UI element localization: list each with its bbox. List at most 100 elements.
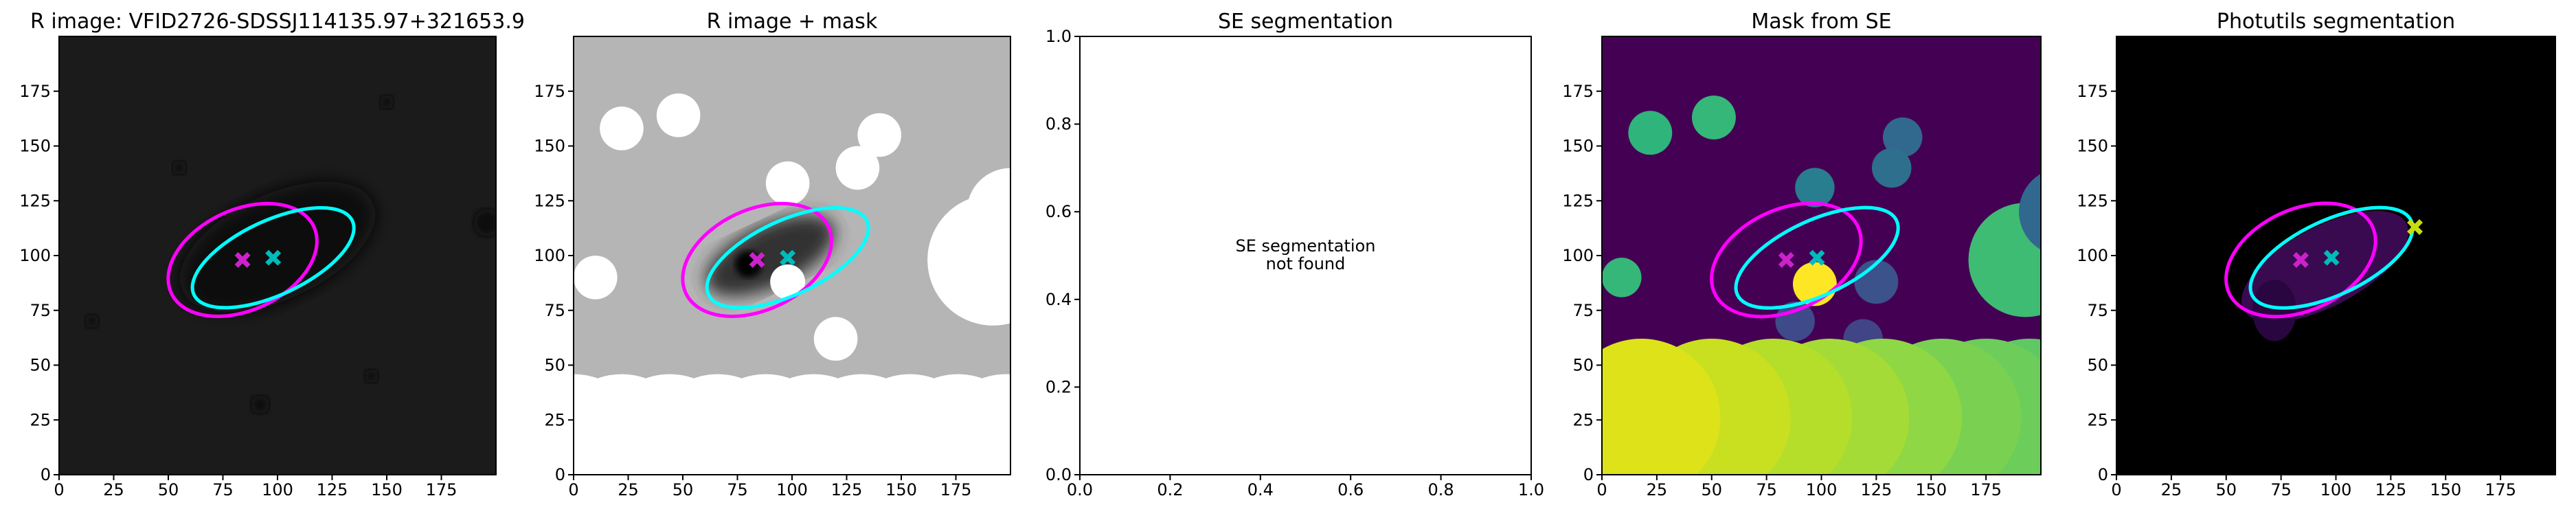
plot-area bbox=[59, 36, 496, 475]
annotation: not found bbox=[1266, 254, 1346, 273]
annotation: SE segmentation bbox=[1236, 236, 1376, 256]
ellipse bbox=[1734, 205, 1900, 310]
panel-title: Photutils segmentation bbox=[2217, 10, 2455, 34]
x-tick-label: 75 bbox=[727, 480, 748, 499]
marker bbox=[1809, 249, 1825, 266]
segment bbox=[1871, 148, 1912, 188]
mask-circle bbox=[765, 161, 810, 205]
segment bbox=[1602, 339, 1721, 475]
y-tick-label: 175 bbox=[1562, 82, 1594, 101]
x-tick-label: 125 bbox=[317, 480, 348, 499]
y-tick-label: 150 bbox=[2077, 137, 2108, 156]
segment bbox=[1691, 95, 1736, 139]
x-tick-label: 25 bbox=[2161, 480, 2182, 499]
x-tick-label: 0 bbox=[568, 480, 578, 499]
marker bbox=[2407, 219, 2423, 236]
star bbox=[172, 161, 186, 174]
y-tick-label: 25 bbox=[2087, 410, 2108, 429]
y-tick-label: 50 bbox=[30, 356, 51, 375]
y-tick-label: 150 bbox=[534, 137, 565, 156]
x-tick-label: 50 bbox=[1701, 480, 1722, 499]
marker bbox=[749, 251, 765, 268]
x-tick-label: 0 bbox=[2111, 480, 2121, 499]
y-tick-label: 75 bbox=[2087, 301, 2108, 320]
y-tick-label: 0.4 bbox=[1046, 290, 1072, 309]
x-tick-label: 175 bbox=[426, 480, 457, 499]
x-tick-label: 25 bbox=[103, 480, 124, 499]
panel-title: R image + mask bbox=[707, 10, 878, 34]
x-tick-label: 0.6 bbox=[1337, 480, 1364, 499]
x-tick-label: 175 bbox=[940, 480, 972, 499]
ellipse bbox=[705, 205, 870, 310]
mask-circle bbox=[574, 256, 618, 300]
segment bbox=[1882, 117, 1923, 157]
segment bbox=[1795, 168, 1835, 207]
x-tick-label: 1.0 bbox=[1518, 480, 1544, 499]
x-tick-label: 25 bbox=[1647, 480, 1668, 499]
x-tick-label: 100 bbox=[2320, 480, 2352, 499]
y-tick-label: 0 bbox=[1583, 465, 1594, 484]
ellipse bbox=[190, 205, 356, 310]
panel: 0 25 50 75 100 125 150 175 0 25 50 75 100 125 150 175 Ph… bbox=[2077, 10, 2556, 499]
y-tick-label: 75 bbox=[30, 301, 51, 320]
plot-area bbox=[1602, 36, 2041, 475]
y-tick-label: 100 bbox=[534, 246, 565, 265]
x-tick-label: 0 bbox=[54, 480, 64, 499]
galaxy-core bbox=[735, 251, 762, 278]
ellipse bbox=[166, 201, 319, 318]
y-tick-label: 175 bbox=[19, 82, 51, 101]
x-tick-label: 50 bbox=[673, 480, 694, 499]
marker bbox=[265, 249, 282, 266]
marker bbox=[2292, 251, 2309, 268]
y-tick-label: 0.2 bbox=[1046, 377, 1072, 396]
y-tick-label: 1.0 bbox=[1046, 27, 1072, 46]
x-tick-label: 175 bbox=[1970, 480, 2002, 499]
marker bbox=[2323, 249, 2340, 266]
segment bbox=[1968, 203, 2041, 317]
galaxy bbox=[705, 215, 835, 296]
y-tick-label: 0 bbox=[555, 465, 565, 484]
ellipse bbox=[2224, 201, 2377, 319]
star bbox=[85, 315, 99, 328]
mask-circle bbox=[967, 168, 1010, 256]
y-tick-label: 0.0 bbox=[1046, 465, 1072, 484]
galaxy bbox=[179, 181, 376, 312]
y-tick-label: 25 bbox=[544, 410, 565, 429]
x-tick-label: 125 bbox=[1860, 480, 1892, 499]
segment bbox=[1854, 260, 1899, 304]
ellipse bbox=[681, 201, 833, 318]
x-tick-label: 125 bbox=[831, 480, 863, 499]
y-tick-label: 75 bbox=[1572, 301, 1594, 320]
x-tick-label: 0.8 bbox=[1428, 480, 1454, 499]
y-tick-label: 0.6 bbox=[1046, 202, 1072, 221]
segment bbox=[2252, 280, 2296, 341]
y-tick-label: 50 bbox=[544, 356, 565, 375]
mask-circle bbox=[656, 93, 701, 137]
x-tick-label: 100 bbox=[776, 480, 808, 499]
y-tick-label: 100 bbox=[19, 246, 51, 265]
y-tick-label: 50 bbox=[1572, 356, 1594, 375]
mask-circle bbox=[835, 146, 880, 190]
plot-area bbox=[574, 36, 1010, 475]
panel-title: R image: VFID2726-SDSSJ114135.97+321653.… bbox=[30, 10, 525, 34]
mask-circle bbox=[857, 113, 901, 157]
marker bbox=[780, 249, 796, 266]
star bbox=[474, 210, 496, 236]
star bbox=[380, 95, 394, 109]
axes-frame bbox=[1079, 36, 1532, 475]
x-tick-label: 100 bbox=[1806, 480, 1838, 499]
y-tick-label: 0.8 bbox=[1046, 115, 1072, 134]
x-tick-label: 175 bbox=[2485, 480, 2516, 499]
y-tick-label: 125 bbox=[2077, 191, 2108, 210]
panel: 0 25 50 75 100 125 150 175 0 25 50 75 100 125 150 175 R … bbox=[19, 10, 525, 499]
x-tick-label: 150 bbox=[1915, 480, 1947, 499]
mask-circle bbox=[936, 374, 1010, 475]
y-tick-label: 75 bbox=[544, 301, 565, 320]
x-tick-label: 50 bbox=[2215, 480, 2237, 499]
y-tick-label: 150 bbox=[1562, 137, 1594, 156]
x-tick-label: 0.4 bbox=[1247, 480, 1274, 499]
mask-circle bbox=[813, 317, 858, 361]
x-tick-label: 0.2 bbox=[1157, 480, 1183, 499]
